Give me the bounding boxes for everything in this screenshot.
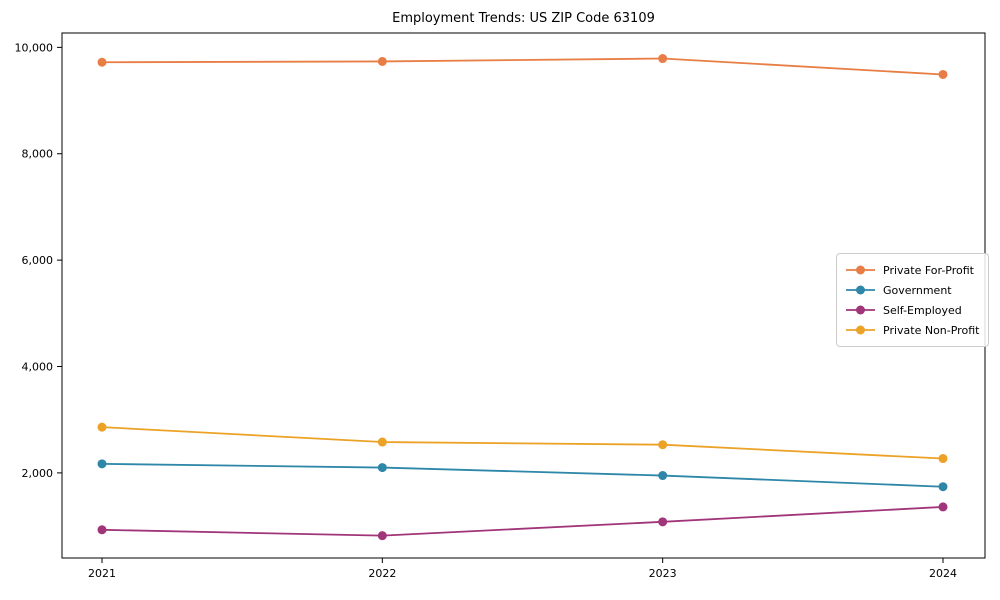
- legend-label: Private Non-Profit: [883, 323, 980, 337]
- x-tick-label: 2021: [88, 567, 116, 580]
- legend: Private For-Profit Government Self-Employe…: [836, 253, 990, 347]
- data-point-government: [658, 471, 668, 481]
- data-point-self-employed: [377, 531, 387, 541]
- data-point-private-non-profit: [97, 422, 107, 432]
- data-point-self-employed: [938, 502, 948, 512]
- data-point-private-for-profit: [658, 54, 668, 64]
- series-line-private-non-profit: [101, 426, 944, 460]
- y-tick-label: 2,000: [22, 467, 54, 480]
- x-tick-label: 2022: [368, 567, 396, 580]
- legend-marker-government-icon: [846, 285, 875, 295]
- series-line-government: [101, 462, 944, 488]
- legend-label: Government: [883, 283, 952, 297]
- data-point-private-for-profit: [377, 56, 387, 66]
- legend-item-government: Government: [845, 280, 979, 300]
- series-line-private-for-profit: [101, 57, 944, 76]
- x-tick-label: 2023: [649, 567, 677, 580]
- y-tick-label: 8,000: [22, 148, 54, 161]
- data-point-self-employed: [97, 525, 107, 535]
- data-point-government: [377, 463, 387, 473]
- legend-label: Private For-Profit: [883, 263, 974, 277]
- legend-item-self-employed: Self-Employed: [845, 300, 979, 320]
- data-point-private-non-profit: [658, 440, 668, 450]
- y-tick-label: 10,000: [15, 41, 54, 54]
- data-point-private-for-profit: [97, 57, 107, 67]
- data-point-private-non-profit: [377, 437, 387, 447]
- data-point-self-employed: [658, 517, 668, 527]
- legend-marker-private-for-profit-icon: [846, 265, 875, 275]
- chart-title: Employment Trends: US ZIP Code 63109: [392, 11, 655, 26]
- data-point-private-non-profit: [938, 454, 948, 464]
- legend-marker-self-employed-icon: [846, 305, 875, 315]
- y-tick-label: 6,000: [22, 254, 54, 267]
- data-point-government: [938, 482, 948, 492]
- x-tick-label: 2024: [929, 567, 957, 580]
- legend-item-private-non-profit: Private Non-Profit: [845, 320, 979, 340]
- data-point-private-for-profit: [938, 69, 948, 79]
- y-tick-label: 4,000: [22, 361, 54, 374]
- series-line-self-employed: [101, 506, 944, 537]
- legend-label: Self-Employed: [883, 303, 962, 317]
- data-point-government: [97, 459, 107, 469]
- legend-item-private-for-profit: Private For-Profit: [845, 260, 979, 280]
- legend-marker-private-non-profit-icon: [846, 325, 875, 335]
